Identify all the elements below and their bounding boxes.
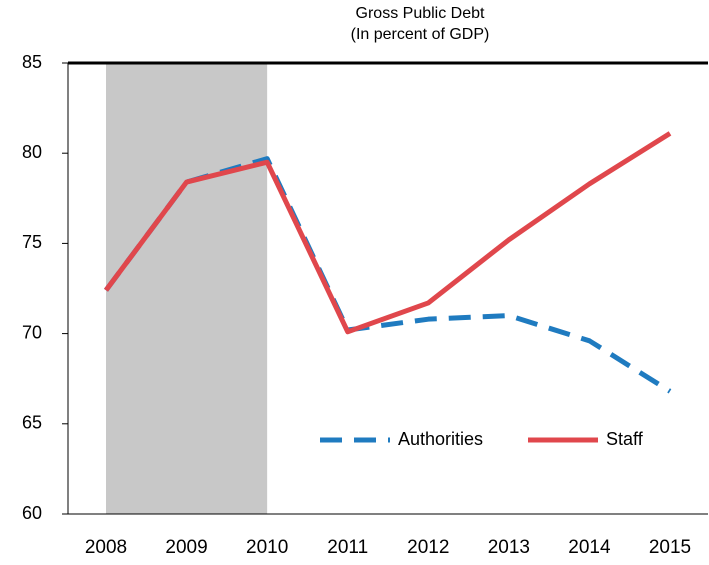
x-tick-label: 2015 [649, 537, 691, 558]
x-tick-label: 2009 [165, 537, 207, 558]
y-tick-label: 75 [22, 232, 42, 252]
chart-subtitle: (In percent of GDP) [351, 26, 490, 43]
x-tick-label: 2010 [246, 537, 288, 558]
y-tick-label: 60 [22, 503, 42, 523]
chart-title: Gross Public Debt [356, 5, 485, 22]
y-tick-label: 65 [22, 413, 42, 433]
shaded-period [106, 63, 268, 514]
y-tick-label: 85 [22, 52, 42, 72]
y-tick-label: 70 [22, 322, 42, 342]
x-tick-label: 2011 [327, 537, 368, 558]
line-series [103, 131, 672, 335]
x-tick-label: 2008 [85, 537, 127, 558]
y-tick-label: 80 [22, 142, 42, 162]
x-tick-label: 2014 [568, 537, 611, 558]
legend-label: Staff [606, 429, 644, 449]
x-tick-label: 2012 [407, 537, 449, 558]
x-tick-label: 2013 [488, 537, 530, 558]
legend-label: Authorities [398, 429, 483, 449]
